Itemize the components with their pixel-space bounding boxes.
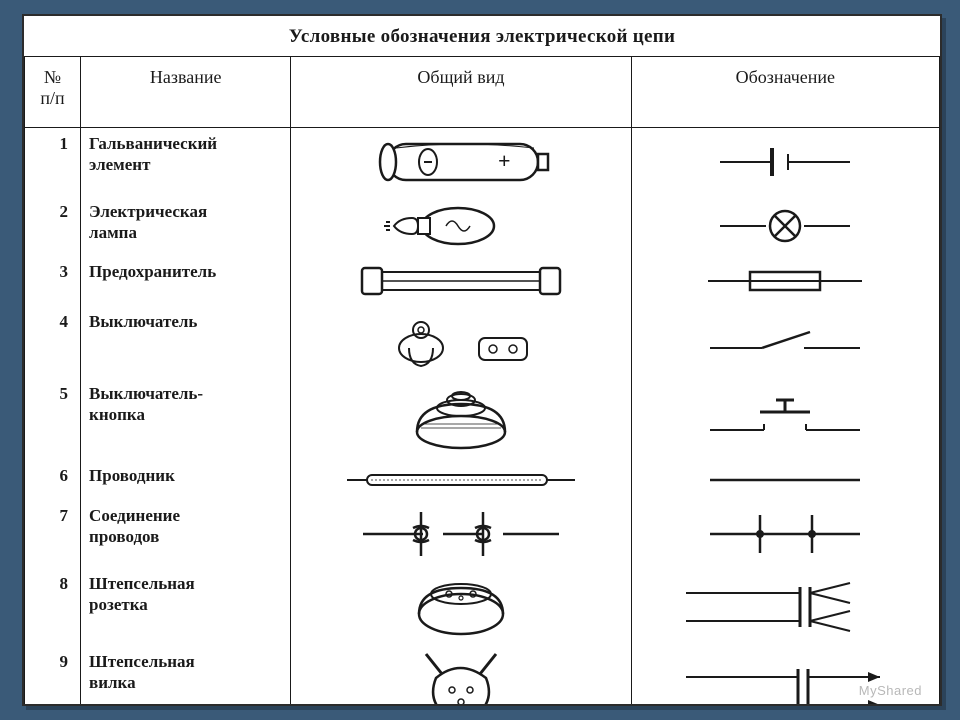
row-view-icon <box>291 196 631 256</box>
row-name: Выключатель-кнопка <box>81 378 291 460</box>
col-name: Название <box>81 57 291 128</box>
row-num: 5 <box>25 378 81 460</box>
row-name: Электрическаялампа <box>81 196 291 256</box>
table-row: 1 Гальваническийэлемент + <box>25 128 940 197</box>
row-view-icon <box>291 256 631 306</box>
row-view-icon <box>291 568 631 646</box>
symbols-table: №п/п Название Общий вид Обозначение 1 Га… <box>24 56 940 706</box>
row-view-icon <box>291 500 631 568</box>
table-row: 7 Соединениепроводов <box>25 500 940 568</box>
row-num: 9 <box>25 646 81 706</box>
row-view-icon <box>291 646 631 706</box>
table-row: 6 Проводник <box>25 460 940 500</box>
row-name: Штепсельнаярозетка <box>81 568 291 646</box>
row-num: 1 <box>25 128 81 197</box>
svg-text:+: + <box>498 148 511 173</box>
row-num: 2 <box>25 196 81 256</box>
row-num: 3 <box>25 256 81 306</box>
row-symbol-icon <box>631 196 939 256</box>
col-num: №п/п <box>25 57 81 128</box>
row-name: Предохранитель <box>81 256 291 306</box>
row-view-icon <box>291 378 631 460</box>
row-symbol-icon <box>631 256 939 306</box>
row-symbol-icon <box>631 128 939 197</box>
row-symbol-icon <box>631 568 939 646</box>
table-row: 3 Предохранитель <box>25 256 940 306</box>
row-name: Гальваническийэлемент <box>81 128 291 197</box>
row-name: Выключатель <box>81 306 291 378</box>
row-name: Штепсельнаявилка <box>81 646 291 706</box>
table-row: 5 Выключатель-кнопка <box>25 378 940 460</box>
row-view-icon: + <box>291 128 631 197</box>
row-view-icon <box>291 460 631 500</box>
col-symbol: Обозначение <box>631 57 939 128</box>
page-title: Условные обозначения электрической цепи <box>24 16 940 56</box>
watermark: MyShared <box>859 683 922 698</box>
table-row: 9 Штепсельнаявилка <box>25 646 940 706</box>
table-row: 2 Электрическаялампа <box>25 196 940 256</box>
row-symbol-icon <box>631 500 939 568</box>
row-num: 7 <box>25 500 81 568</box>
row-num: 6 <box>25 460 81 500</box>
row-symbol-icon <box>631 306 939 378</box>
row-name: Соединениепроводов <box>81 500 291 568</box>
row-view-icon <box>291 306 631 378</box>
row-symbol-icon <box>631 460 939 500</box>
table-row: 4 Выключатель <box>25 306 940 378</box>
page-frame: Условные обозначения электрической цепи … <box>22 14 942 706</box>
col-view: Общий вид <box>291 57 631 128</box>
row-num: 8 <box>25 568 81 646</box>
table-row: 8 Штепсельнаярозетка <box>25 568 940 646</box>
row-num: 4 <box>25 306 81 378</box>
row-name: Проводник <box>81 460 291 500</box>
row-symbol-icon <box>631 378 939 460</box>
